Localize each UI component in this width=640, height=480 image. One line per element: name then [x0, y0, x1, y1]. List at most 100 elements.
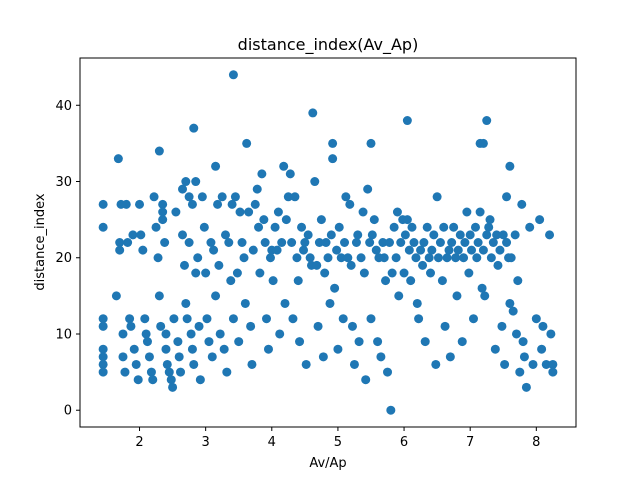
data-point: [171, 207, 181, 217]
data-point: [511, 329, 521, 339]
data-point: [323, 253, 333, 263]
data-point: [126, 321, 136, 331]
data-point: [346, 260, 356, 270]
data-point: [385, 238, 394, 247]
data-point: [305, 253, 315, 263]
data-point: [400, 230, 410, 240]
data-point: [191, 177, 201, 187]
data-point: [376, 352, 386, 362]
data-point: [161, 329, 171, 339]
data-point: [336, 253, 346, 263]
data-point: [505, 298, 515, 308]
data-point: [460, 238, 470, 247]
data-point: [519, 352, 529, 362]
data-point: [464, 268, 474, 278]
data-point: [230, 192, 240, 202]
data-point: [402, 215, 412, 225]
data-point: [442, 253, 452, 263]
y-tick-label: 10: [55, 327, 72, 342]
data-point: [379, 253, 389, 263]
data-point: [343, 253, 353, 263]
data-point: [273, 207, 283, 217]
data-point: [455, 230, 465, 240]
data-point: [356, 253, 366, 263]
data-point: [299, 245, 309, 255]
data-point: [131, 359, 141, 369]
data-point: [363, 184, 373, 194]
data-point: [432, 192, 442, 202]
data-point: [437, 276, 447, 286]
data-point: [457, 337, 467, 347]
data-point: [429, 230, 439, 240]
data-point: [492, 230, 502, 240]
data-point: [424, 253, 434, 263]
data-point: [330, 283, 340, 293]
data-point: [312, 260, 322, 270]
data-point: [303, 230, 313, 240]
data-point: [292, 253, 302, 263]
data-point: [389, 222, 399, 232]
data-point: [217, 192, 227, 202]
data-point: [255, 268, 265, 278]
data-point: [189, 123, 199, 133]
data-point: [288, 314, 298, 324]
data-point: [240, 298, 250, 308]
data-point: [193, 253, 203, 263]
data-point: [391, 253, 401, 263]
data-point: [332, 245, 342, 255]
data-point: [347, 321, 357, 331]
data-point: [470, 222, 480, 232]
y-axis-title: distance_index: [33, 193, 48, 290]
y-tick-label: 20: [55, 251, 72, 266]
data-point: [449, 222, 459, 232]
data-point: [518, 337, 528, 347]
data-point: [146, 367, 156, 377]
data-point: [495, 245, 505, 255]
data-point: [480, 291, 490, 301]
data-point: [184, 192, 194, 202]
data-point: [517, 199, 527, 209]
data-point: [120, 367, 130, 377]
data-point: [485, 215, 495, 225]
data-point: [453, 245, 463, 255]
chart-title: distance_index(Av_Ap): [238, 35, 419, 55]
data-point: [478, 245, 488, 255]
data-point: [237, 238, 247, 247]
data-point: [366, 138, 376, 148]
data-point: [186, 329, 196, 339]
data-point: [154, 291, 164, 301]
data-point: [386, 405, 396, 415]
data-point: [378, 238, 388, 247]
data-point: [220, 230, 230, 240]
data-point: [174, 352, 184, 362]
x-tick-label: 5: [334, 435, 342, 450]
data-point: [467, 245, 477, 255]
data-point: [242, 138, 252, 148]
data-point: [478, 138, 488, 148]
data-point: [297, 222, 307, 232]
data-point: [341, 192, 351, 202]
data-point: [505, 161, 515, 171]
data-point: [538, 321, 548, 331]
data-point: [369, 215, 379, 225]
x-tick-label: 3: [202, 435, 210, 450]
data-point: [325, 298, 335, 308]
data-point: [140, 314, 150, 324]
data-point: [326, 230, 336, 240]
data-point: [142, 337, 152, 347]
x-tick-label: 8: [532, 435, 540, 450]
data-point: [138, 245, 148, 255]
data-point: [482, 116, 492, 126]
data-point: [178, 184, 188, 194]
data-point: [277, 238, 287, 247]
data-point: [537, 344, 547, 354]
data-point: [141, 329, 151, 339]
data-point: [439, 222, 449, 232]
data-point: [98, 359, 108, 369]
data-point: [394, 291, 404, 301]
data-point: [333, 344, 343, 354]
data-point: [270, 222, 280, 232]
data-point: [295, 337, 305, 347]
data-point: [396, 238, 406, 247]
